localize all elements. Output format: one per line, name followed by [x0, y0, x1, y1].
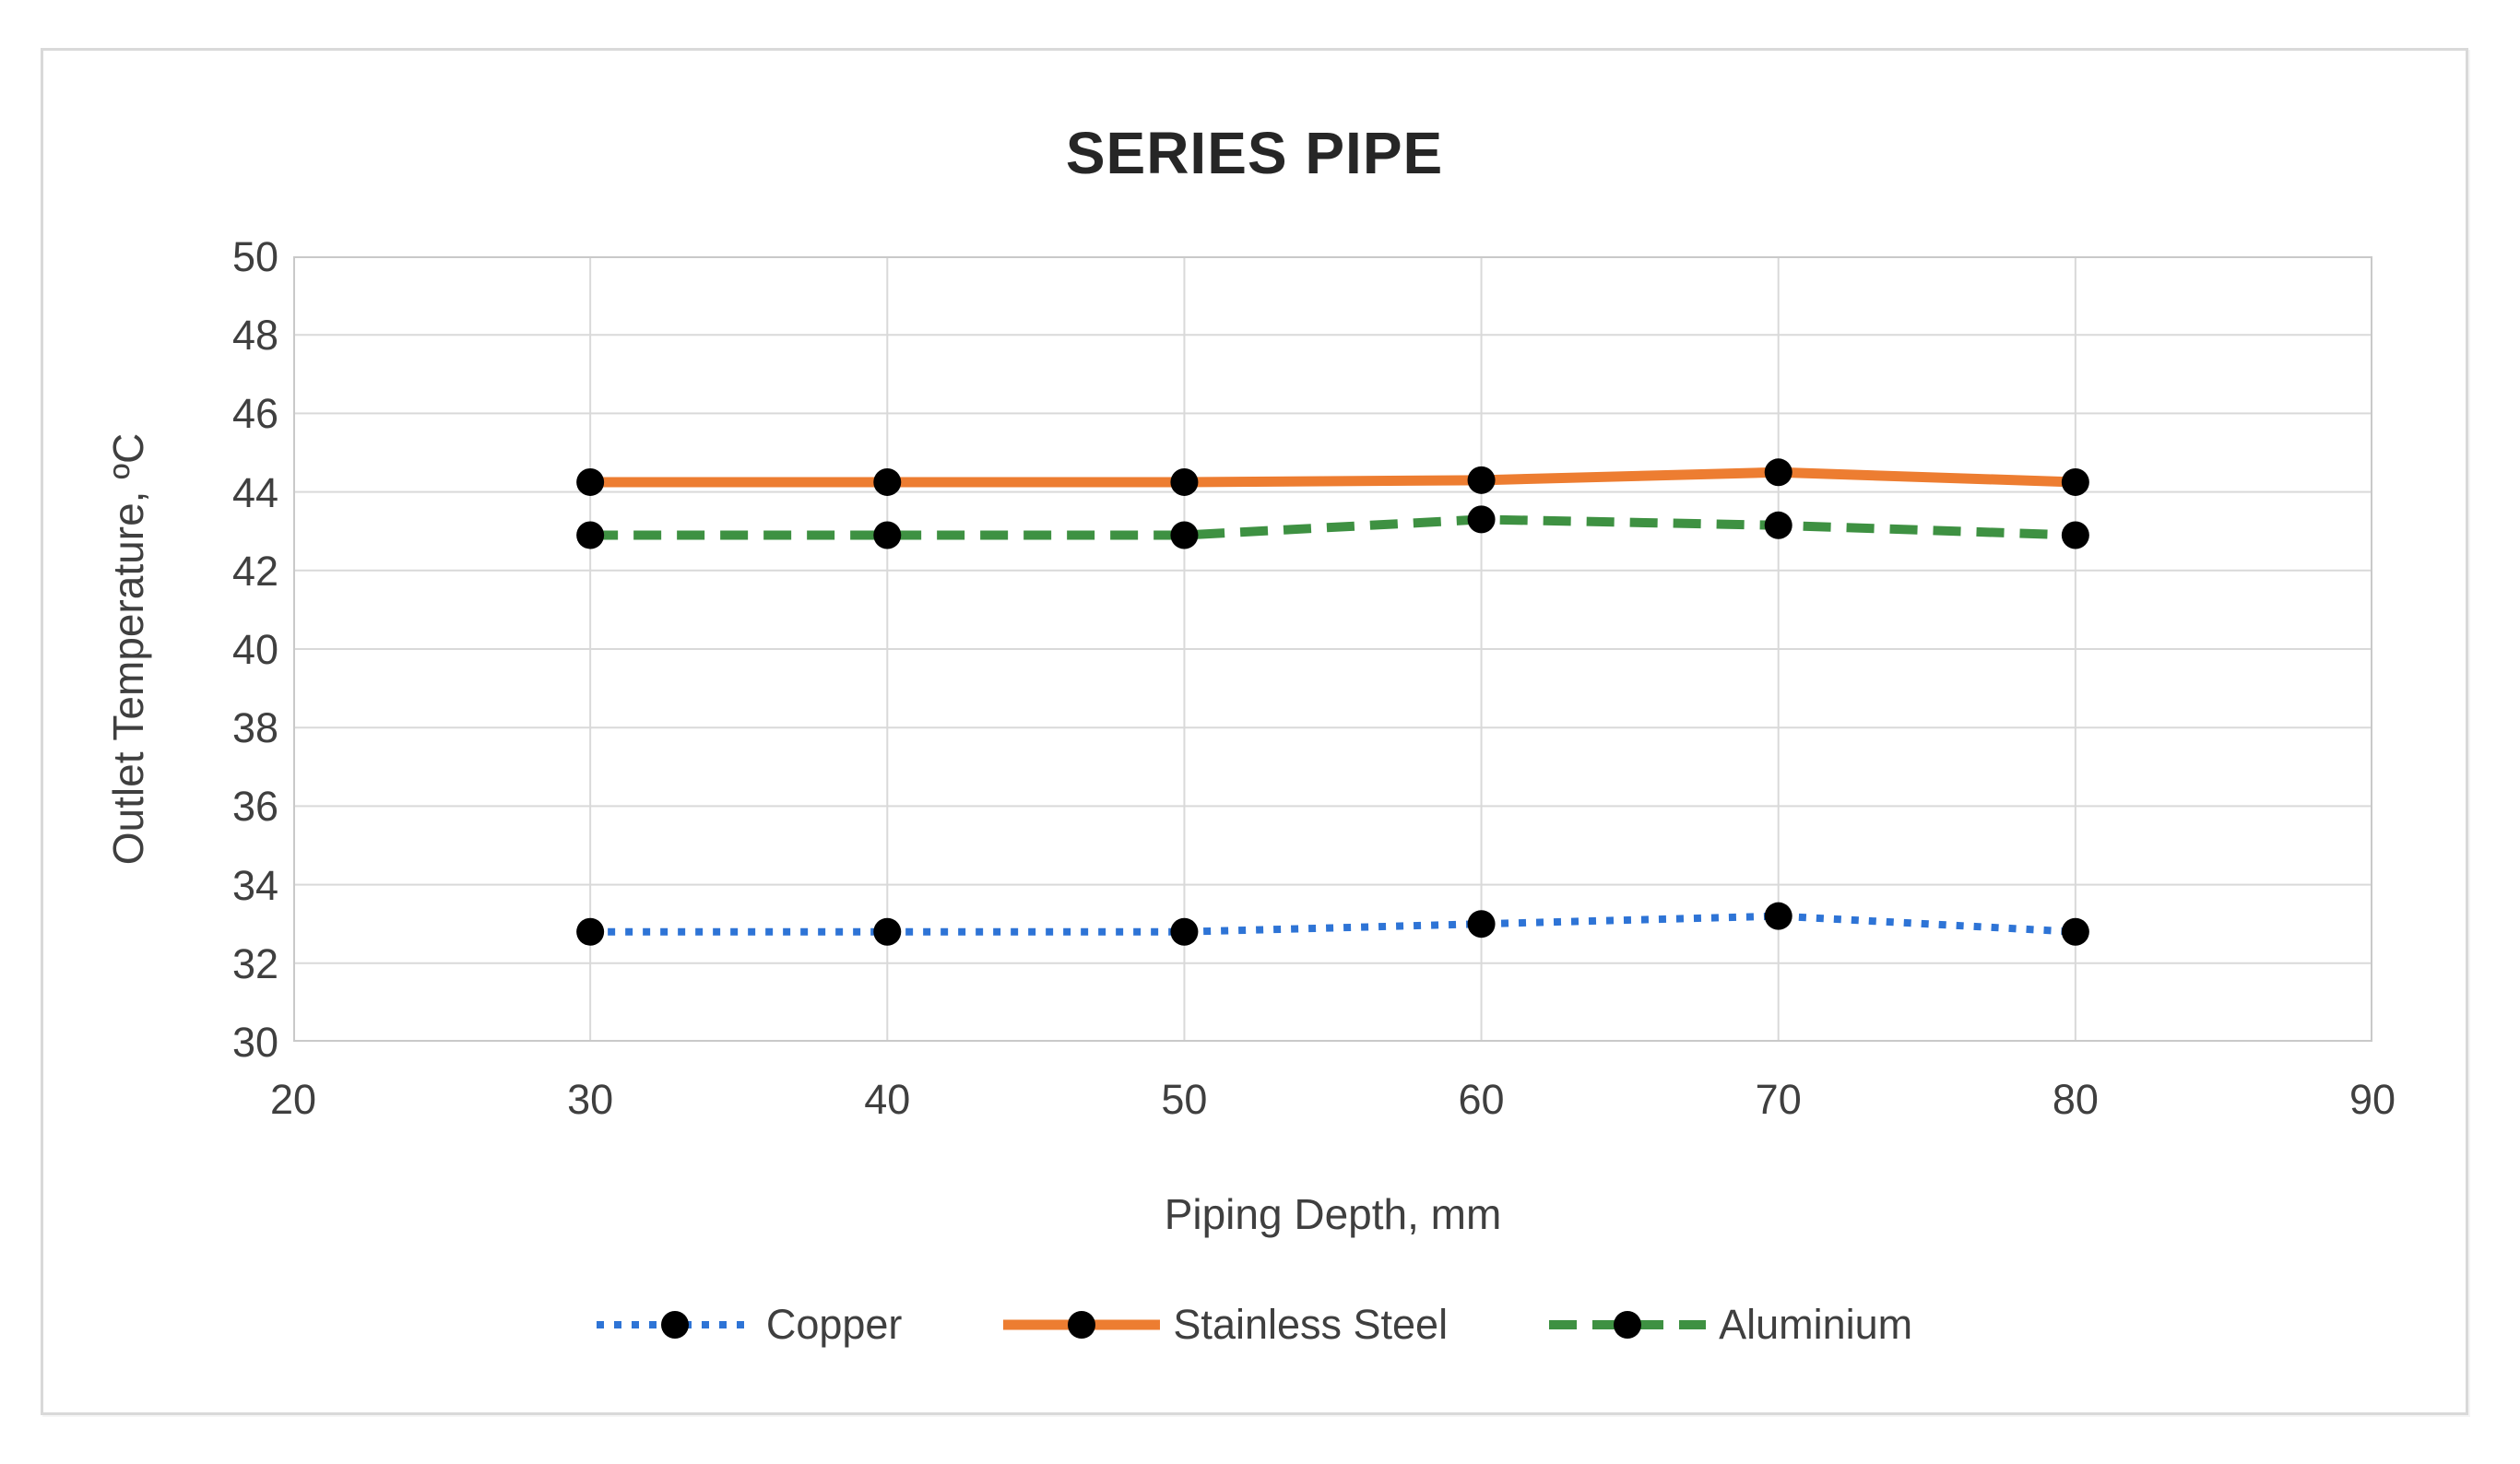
y-tick-label: 30 [231, 1019, 278, 1066]
y-tick-label: 42 [231, 547, 278, 595]
y-axis-title: Outlet Temperature, ºC [104, 432, 152, 866]
series-line-stainless-steel [590, 466, 2076, 488]
data-point-marker [1170, 917, 1199, 946]
legend-label: Stainless Steel [1173, 1301, 1449, 1348]
data-point-marker [873, 917, 902, 946]
x-tick-label: 40 [864, 1076, 911, 1123]
y-tick-label: 40 [231, 626, 278, 673]
plot-area [293, 256, 2372, 1042]
plot-border [293, 256, 2372, 1042]
x-tick-label: 80 [2052, 1076, 2099, 1123]
legend-swatch-dashed-line-icon [1549, 1311, 1707, 1339]
chart-frame: SERIES PIPE 30 32 34 36 38 40 42 44 46 48 50 20 30 4… [41, 48, 2468, 1415]
legend-item-copper: Copper [596, 1301, 903, 1349]
x-tick-label: 20 [269, 1076, 317, 1123]
y-tick-label: 38 [231, 704, 278, 752]
y-tick-label: 46 [231, 390, 278, 438]
series-line-aluminium [590, 514, 2076, 540]
y-tick-label: 44 [231, 468, 278, 516]
x-tick-label: 60 [1458, 1076, 1505, 1123]
legend-label: Copper [765, 1301, 903, 1348]
data-point-marker [2061, 521, 2089, 549]
data-point-marker [2061, 467, 2089, 496]
data-point-marker [1170, 467, 1199, 496]
x-tick-label: 70 [1755, 1076, 1802, 1123]
x-tick-label: 30 [567, 1076, 614, 1123]
legend-label: Aluminium [1719, 1301, 1913, 1348]
y-tick-label: 32 [231, 939, 278, 987]
data-point-marker [873, 467, 902, 496]
data-point-marker [1764, 511, 1792, 539]
data-point-marker [576, 521, 605, 549]
data-point-marker [2061, 917, 2089, 946]
x-tick-label: 90 [2348, 1076, 2396, 1123]
data-point-marker [873, 521, 902, 549]
legend-item-stainless-steel: Stainless Steel [1003, 1301, 1448, 1349]
y-tick-label: 34 [231, 861, 278, 909]
legend-swatch-solid-line-icon [1003, 1311, 1161, 1339]
legend-swatch-dotted-line-icon [596, 1311, 753, 1339]
x-axis-title: Piping Depth, mm [1164, 1190, 1502, 1238]
x-tick-label: 50 [1161, 1076, 1208, 1123]
data-point-marker [576, 917, 605, 946]
data-point-marker [1764, 458, 1792, 487]
data-point-marker [1467, 505, 1496, 534]
data-point-marker [576, 467, 605, 496]
series-line-copper [590, 912, 2076, 936]
chart-title: SERIES PIPE [1065, 120, 1444, 186]
legend-item-aluminium: Aluminium [1549, 1301, 1912, 1349]
data-point-marker [1467, 466, 1496, 494]
data-point-marker [1764, 902, 1792, 930]
data-point-marker [1467, 910, 1496, 939]
y-tick-label: 50 [231, 233, 278, 280]
y-tick-label: 36 [231, 783, 278, 831]
data-point-marker [1170, 521, 1199, 549]
y-tick-label: 48 [231, 312, 278, 360]
legend: Copper Stainless Steel Aluminium [43, 1301, 2466, 1349]
